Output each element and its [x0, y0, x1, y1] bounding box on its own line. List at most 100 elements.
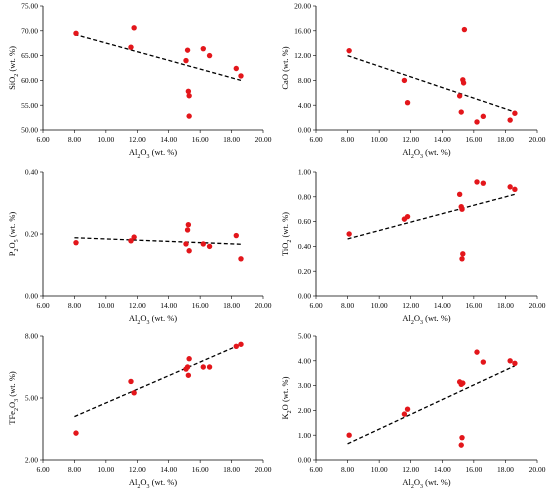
x-tick-label: 14.00 [160, 301, 177, 310]
x-tick-label: 10.00 [97, 465, 114, 474]
data-point [131, 25, 137, 31]
panel-cao: 6.00 8.00 10.00 12.00 14.00 16.00 18.00 20.00 0.… [280, 2, 546, 160]
data-point [233, 232, 239, 239]
x-tick-label: 6.00 [36, 301, 49, 310]
label-subscript: 3 [147, 484, 150, 488]
data-point [480, 113, 487, 120]
trend-line [74, 237, 242, 245]
trend-line [347, 193, 516, 240]
x-tick-label: 16.00 [192, 465, 209, 474]
x-tick-label: 16.00 [465, 301, 482, 310]
y-axis-title: TFe2O3 (wt. %) [7, 371, 20, 425]
y-tick-label: 8.00 [298, 76, 311, 85]
data-point [460, 80, 467, 86]
x-tick-label: 14.00 [434, 301, 451, 310]
data-point [73, 239, 79, 246]
label-part: (wt. %) [7, 371, 17, 399]
label-part: (wt. %) [423, 477, 451, 487]
trend-line [74, 343, 242, 418]
label-part: Al [402, 477, 411, 487]
y-axis-title: SiO2 (wt. %) [7, 46, 20, 90]
data-point [404, 100, 411, 106]
data-point [512, 186, 518, 193]
data-point [238, 256, 244, 262]
label-part: (wt. %) [423, 313, 451, 323]
data-point [206, 364, 213, 370]
y-tick-label: 2.00 [25, 456, 38, 465]
x-tick-label: 10.00 [371, 301, 388, 310]
y-tick-label: 55.00 [21, 101, 38, 110]
x-tick-label: 20.00 [529, 301, 546, 310]
label-part: SiO [7, 77, 17, 90]
data-point [185, 88, 192, 95]
data-point [460, 380, 466, 386]
x-tick-label: 20.00 [255, 465, 272, 474]
label-part: K [280, 412, 290, 419]
x-tick-label: 12.00 [129, 301, 146, 310]
label-subscript: 5 [14, 239, 20, 242]
y-axis-title: TiO2 (wt. %) [280, 212, 293, 256]
trend-line [347, 365, 516, 445]
data-point [401, 411, 408, 417]
data-point [184, 47, 191, 53]
data-point [404, 213, 411, 220]
y-tick-label: 0.20 [298, 267, 311, 276]
label-part: (wt. %) [7, 46, 17, 74]
data-point [128, 44, 134, 50]
label-part: O [414, 147, 420, 157]
data-point [185, 222, 192, 228]
label-part: TiO [280, 243, 290, 256]
data-point [461, 26, 468, 33]
y-tick-label: 0.00 [298, 456, 311, 465]
x-tick-label: 6.00 [36, 465, 49, 474]
x-tick-label: 14.00 [434, 465, 451, 474]
data-point [73, 430, 79, 436]
label-part: O [414, 313, 420, 323]
data-point [128, 238, 134, 244]
x-tick-label: 14.00 [160, 135, 177, 144]
label-subscript: 3 [147, 320, 150, 326]
label-subscript: 2 [14, 249, 20, 252]
x-axis-title: Al2O3 (wt. %) [129, 313, 177, 326]
x-tick-label: 18.00 [223, 135, 240, 144]
y-tick-label: 50.00 [21, 126, 38, 135]
data-point [456, 93, 463, 99]
data-point [507, 117, 513, 123]
panel-k2o: 6.00 8.00 10.00 12.00 14.00 16.00 18.00 20.00 0.… [280, 332, 546, 488]
y-tick-label: 5.00 [298, 332, 311, 341]
data-point [131, 234, 137, 240]
data-point [474, 349, 480, 355]
x-axis-title: Al2O3 (wt. %) [402, 477, 450, 488]
x-tick-label: 12.00 [129, 465, 146, 474]
x-tick-label: 20.00 [255, 135, 272, 144]
label-part: O [140, 313, 146, 323]
label-part: TFe [7, 411, 17, 425]
y-tick-label: 4.00 [298, 101, 311, 110]
x-axis-title: Al2O3 (wt. %) [129, 477, 177, 488]
label-part: O [7, 402, 17, 408]
panel-tio2: 6.00 8.00 10.00 12.00 14.00 16.00 18.00 20.000.… [280, 168, 546, 326]
data-point [346, 47, 352, 54]
data-point [238, 341, 244, 347]
y-tick-label: 2.00 [298, 406, 311, 415]
y-tick-label: 1.00 [298, 168, 311, 177]
x-tick-label: 6.00 [36, 135, 49, 144]
data-point [507, 358, 513, 364]
data-point [512, 360, 518, 366]
x-tick-label: 18.00 [223, 465, 240, 474]
data-point [183, 241, 189, 247]
label-part: (wt. %) [150, 313, 178, 323]
x-tick-label: 6.00 [309, 465, 322, 474]
y-axis-title: K2O (wt. %) [280, 376, 293, 419]
label-part: O [140, 477, 146, 487]
y-tick-label: 3.00 [298, 381, 311, 390]
data-point [73, 30, 79, 36]
data-point [507, 184, 513, 190]
y-tick-label: 8.00 [25, 332, 38, 341]
data-point [184, 227, 191, 233]
data-point [206, 243, 213, 250]
panel-sio2: 6.00 8.00 10.00 12.00 14.00 16.00 18.00 20.00 50… [7, 2, 272, 160]
data-point [233, 65, 239, 72]
y-axis-title: P2O5 (wt. %) [7, 212, 20, 257]
